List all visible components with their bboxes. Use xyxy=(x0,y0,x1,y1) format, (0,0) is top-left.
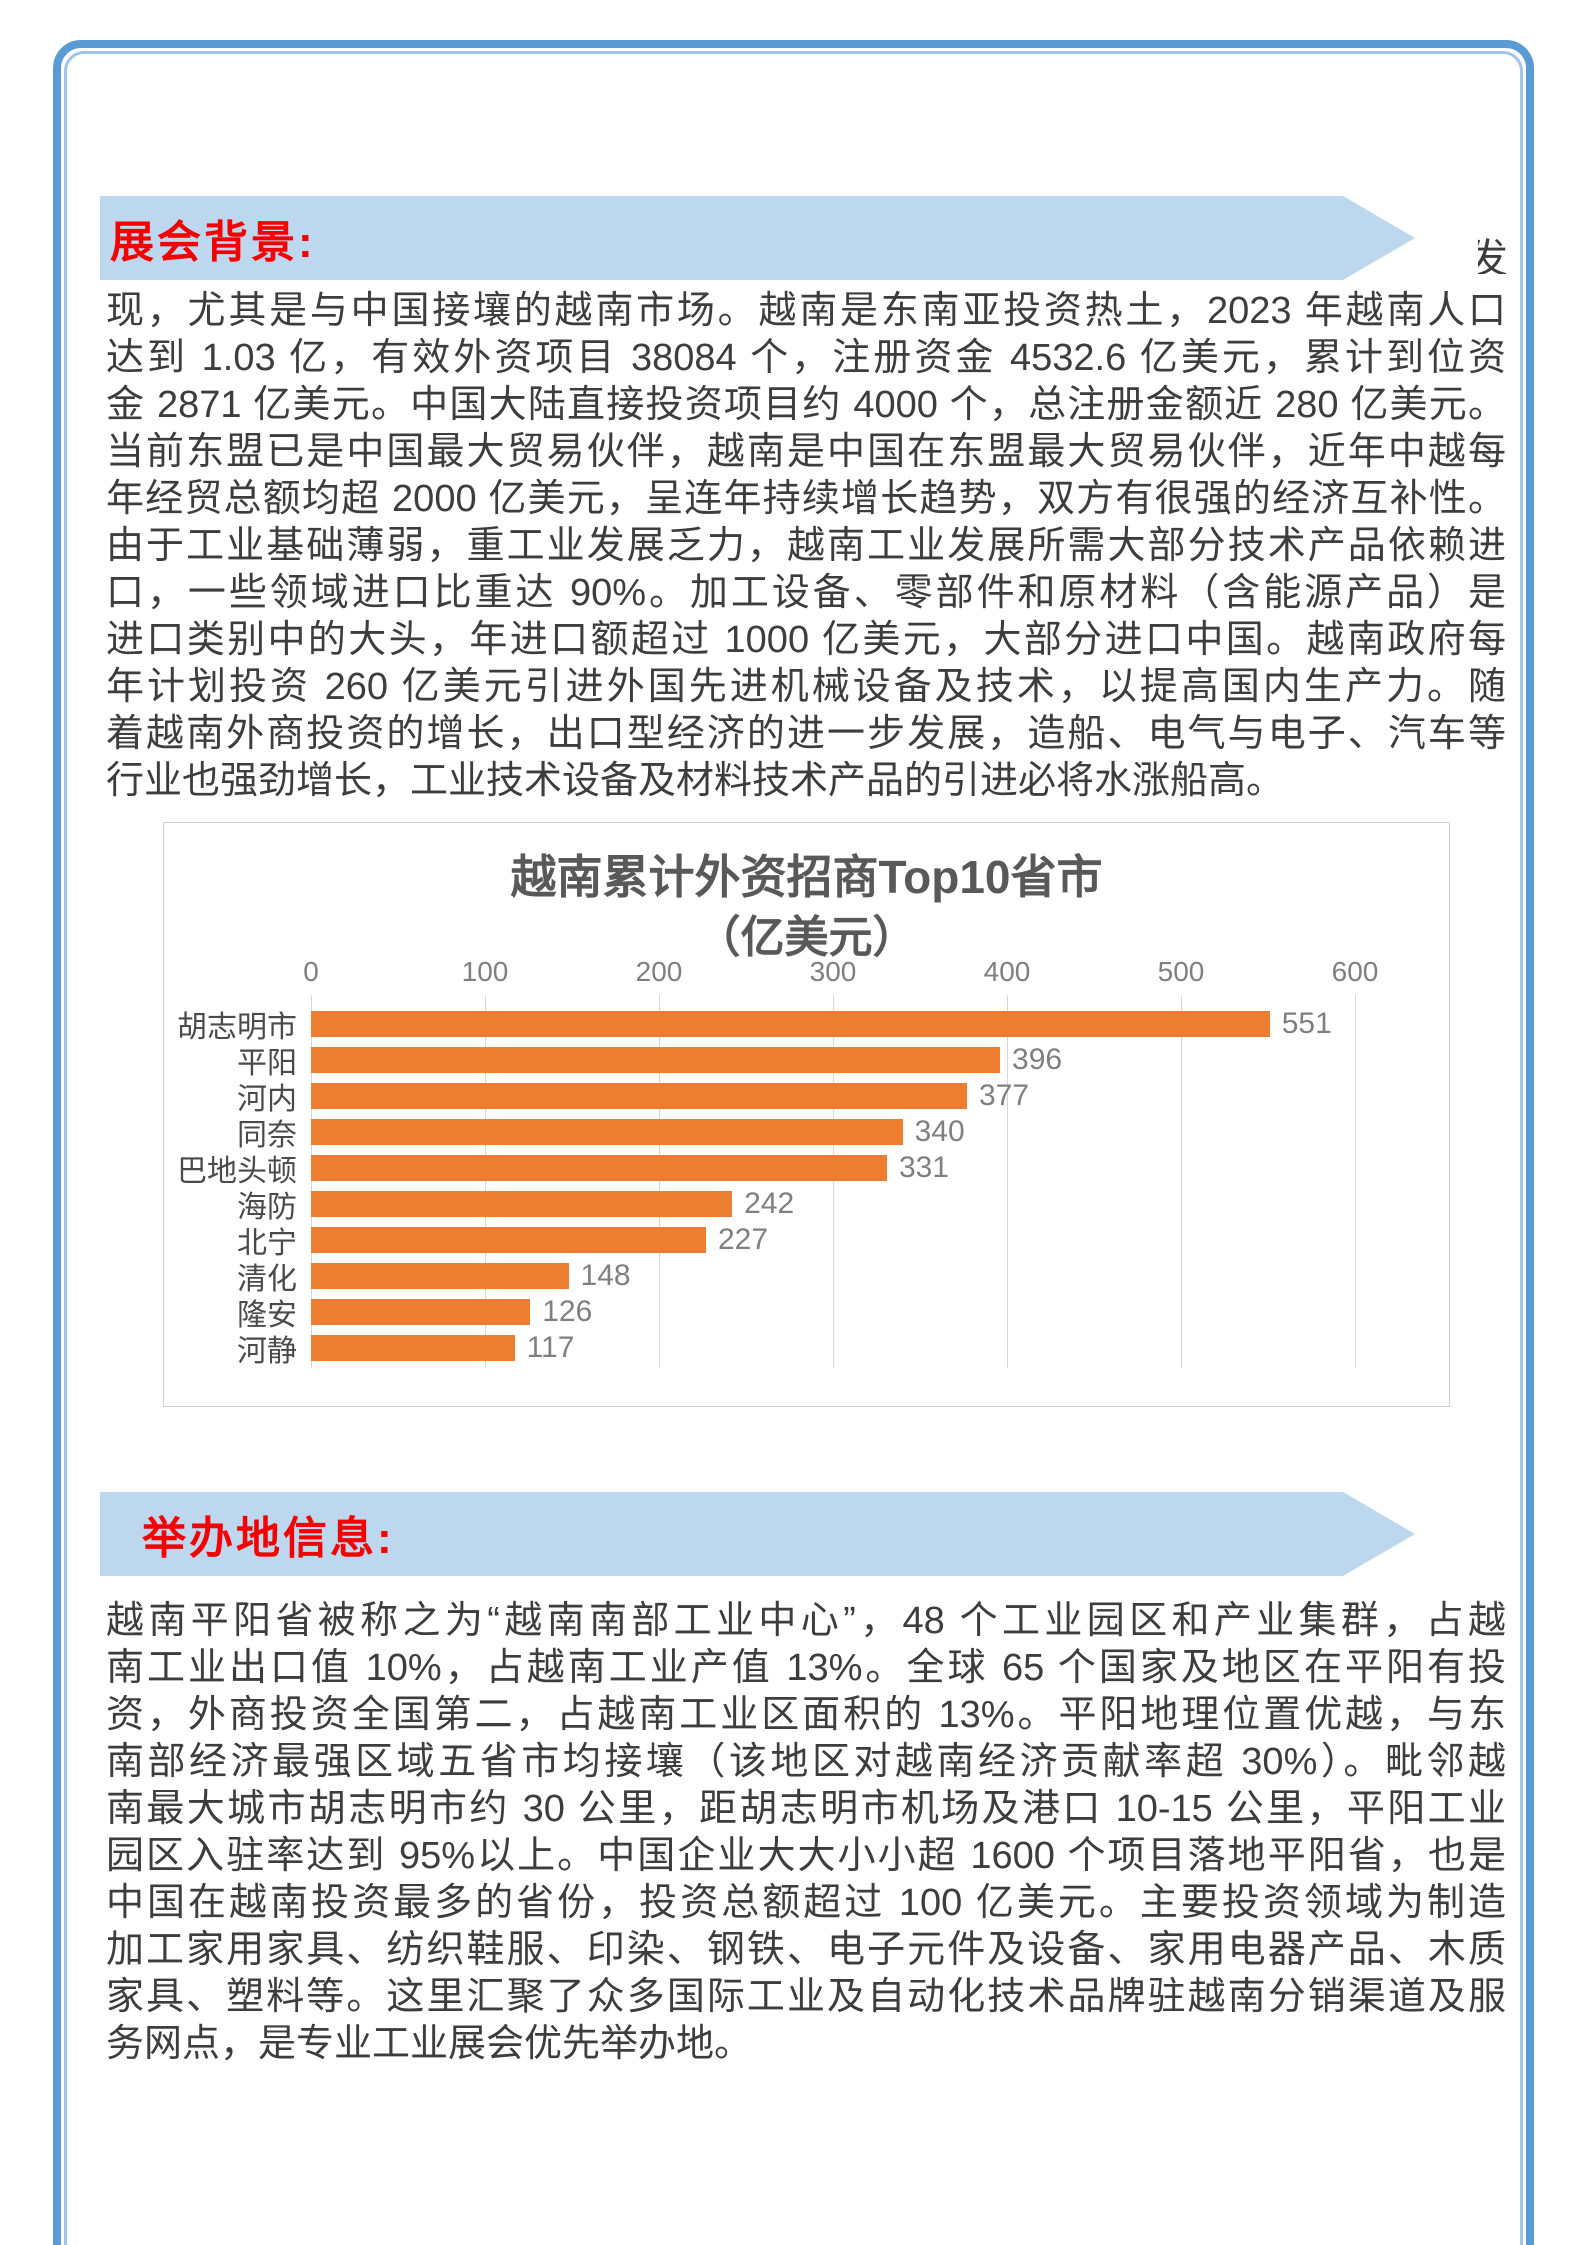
paragraph-line: 年计划投资 260 亿美元引进外国先进机械设备及技术，以提高国内生产力。随 xyxy=(106,666,1506,708)
chart-bar-row: 隆安 126 xyxy=(164,1294,1449,1332)
bar xyxy=(311,1263,569,1289)
bar xyxy=(311,1119,903,1145)
chart-gridline xyxy=(1355,995,1356,1368)
paragraph-line: 达到 1.03 亿，有效外资项目 38084 个，注册资金 4532.6 亿美元… xyxy=(106,337,1506,379)
paragraph-line: 当前东盟已是中国最大贸易伙伴，越南是中国在东盟最大贸易伙伴，近年中越每 xyxy=(106,431,1506,473)
paragraph-line: 南最大城市胡志明市约 30 公里，距胡志明市机场及港口 10-15 公里，平阳工… xyxy=(106,1788,1506,1830)
bar-value-label: 227 xyxy=(717,1223,769,1256)
paragraph-line: 家具、塑料等。这里汇聚了众多国际工业及自动化技术品牌驻越南分销渠道及服 xyxy=(106,1976,1506,2018)
paragraph-line: 园区入驻率达到 95%以上。中国企业大大小小超 1600 个项目落地平阳省，也是 xyxy=(106,1835,1506,1877)
bar xyxy=(311,1335,515,1361)
bar xyxy=(311,1191,733,1217)
bar-value-label: 242 xyxy=(744,1187,795,1220)
category-label: 隆安 xyxy=(237,1299,297,1332)
x-axis-tick-label: 500 xyxy=(1157,956,1205,987)
paragraph-line: 年经贸总额均超 2000 亿美元，呈连年持续增长趋势，双方有很强的经济互补性。 xyxy=(106,478,1506,520)
category-label: 海防 xyxy=(237,1191,297,1224)
chart-gridline xyxy=(485,995,486,1368)
page-border-frame-inner xyxy=(64,51,1523,2245)
bar-value-label: 148 xyxy=(580,1259,631,1292)
x-axis-tick-label: 100 xyxy=(461,956,509,987)
category-label: 胡志明市 xyxy=(177,1011,297,1044)
paragraph-line: 越南平阳省被称之为“越南南部工业中心”，48 个工业园区和产业集群，占越 xyxy=(106,1600,1506,1642)
chart-gridline xyxy=(833,995,834,1368)
paragraph-line: 由于工业基础薄弱，重工业发展乏力，越南工业发展所需大部分技术产品依赖进 xyxy=(106,525,1506,567)
bar-value-label: 396 xyxy=(1012,1043,1063,1076)
paragraph-line: 行业也强劲增长，工业技术设备及材料技术产品的引进必将水涨船高。 xyxy=(106,760,1285,802)
paragraph-line: 口，一些领域进口比重达 90%。加工设备、零部件和原材料（含能源产品）是 xyxy=(106,572,1506,614)
section-banner-background: 展会背景: xyxy=(100,196,1415,280)
paragraph-line: 资，外商投资全国第二，占越南工业区面积的 13%。平阳地理位置优越，与东 xyxy=(106,1694,1506,1736)
bar xyxy=(311,1047,1001,1073)
paragraph-line: 中国在越南投资最多的省份，投资总额超过 100 亿美元。主要投资领域为制造 xyxy=(106,1882,1506,1924)
page-border-frame xyxy=(53,40,1534,2245)
section-title-venue: 举办地信息: xyxy=(142,1514,395,1563)
chart-gridline xyxy=(1007,995,1008,1368)
bar xyxy=(311,1299,531,1325)
chart-title: 越南累计外资招商Top10省市 xyxy=(510,851,1103,903)
paragraph-line: 加工家用家具、纺织鞋服、印染、钢铁、电子元件及设备、家用电器产品、木质 xyxy=(106,1929,1506,1971)
x-axis-tick-label: 0 xyxy=(303,956,319,987)
chart-gridline xyxy=(659,995,660,1368)
bar-value-label: 340 xyxy=(914,1115,965,1148)
paragraph-line: 现，尤其是与中国接壤的越南市场。越南是东南亚投资热土，2023 年越南人口 xyxy=(106,290,1506,332)
category-label: 河静 xyxy=(237,1335,297,1368)
bar-value-label: 126 xyxy=(542,1295,593,1328)
x-axis-tick-label: 600 xyxy=(1331,956,1379,987)
bar-value-label: 117 xyxy=(526,1331,575,1364)
paragraph-line: 务网点，是专业工业展会优先举办地。 xyxy=(106,2023,753,2065)
chart-bar-row: 北宁 227 xyxy=(164,1222,1449,1260)
background-paragraph: 现，尤其是与中国接壤的越南市场。越南是东南亚投资热土，2023 年越南人口 达到 … xyxy=(106,288,1506,805)
chart-bar-row: 同奈 340 xyxy=(164,1114,1449,1152)
chart-bar-row: 河静 117 xyxy=(164,1330,1449,1368)
chart-bar-row: 清化 148 xyxy=(164,1258,1449,1296)
chart-bar-row: 平阳 396 xyxy=(164,1042,1449,1080)
category-label: 巴地头顿 xyxy=(177,1155,297,1188)
paragraph-line: 南部经济最强区域五省市均接壤（该地区对越南经济贡献率超 30%）。毗邻越 xyxy=(106,1741,1506,1783)
paragraph-line: 金 2871 亿美元。中国大陆直接投资项目约 4000 个，总注册金额近 280… xyxy=(106,384,1506,426)
paragraph-line: 着越南外商投资的增长，出口型经济的进一步发展，造船、电气与电子、汽车等 xyxy=(106,713,1506,755)
x-axis-tick-label: 400 xyxy=(983,956,1031,987)
chart-bars: 胡志明市 551 平阳 396 河内 377 同奈 340 巴地头顿 331 海防 242 北宁 227 清… xyxy=(164,1006,1449,1368)
bar-value-label: 331 xyxy=(898,1151,949,1184)
section-banner-venue: 举办地信息: xyxy=(100,1492,1415,1576)
chart-bar-row: 巴地头顿 331 xyxy=(164,1150,1449,1188)
clipped-text-fragment: 发 xyxy=(1478,237,1508,274)
top10-provinces-chart: 越南累计外资招商Top10省市 （亿美元） 0 100 200 300 400 500 60… xyxy=(163,822,1450,1407)
bar-value-label: 551 xyxy=(1281,1007,1332,1040)
category-label: 河内 xyxy=(237,1083,297,1116)
paragraph-line: 南工业出口值 10%，占越南工业产值 13%。全球 65 个国家及地区在平阳有投 xyxy=(106,1647,1506,1689)
category-label: 平阳 xyxy=(237,1047,297,1080)
category-label: 清化 xyxy=(237,1263,297,1296)
chart-bar-row: 河内 377 xyxy=(164,1078,1449,1116)
chart-bar-row: 胡志明市 551 xyxy=(164,1006,1449,1044)
category-label: 北宁 xyxy=(237,1227,297,1260)
x-axis-tick-label: 200 xyxy=(635,956,683,987)
bar xyxy=(311,1227,706,1253)
chart-bar-row: 海防 242 xyxy=(164,1186,1449,1224)
paragraph-line: 进口类别中的大头，年进口额超过 1000 亿美元，大部分进口中国。越南政府每 xyxy=(106,619,1506,661)
bar-value-label: 377 xyxy=(978,1079,1030,1112)
category-label: 同奈 xyxy=(237,1119,297,1152)
chart-gridline xyxy=(311,995,312,1368)
section-title-background: 展会背景: xyxy=(110,218,316,267)
bar xyxy=(311,1011,1270,1037)
venue-paragraph: 越南平阳省被称之为“越南南部工业中心”，48 个工业园区和产业集群，占越 南工业出… xyxy=(106,1598,1506,2068)
x-axis-tick-label: 300 xyxy=(809,956,857,987)
bar xyxy=(311,1155,887,1181)
chart-subtitle: （亿美元） xyxy=(696,913,917,962)
bar xyxy=(311,1083,967,1109)
chart-gridline xyxy=(1181,995,1182,1368)
